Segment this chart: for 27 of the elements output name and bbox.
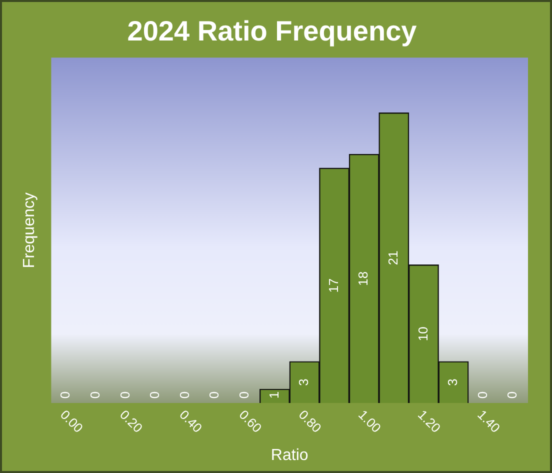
x-tick-label: 0.60 xyxy=(236,407,265,436)
x-axis-title: Ratio xyxy=(270,446,308,464)
data-label: 0 xyxy=(87,391,102,399)
x-tick-label: 0.20 xyxy=(117,407,146,436)
data-label: 0 xyxy=(206,391,222,399)
data-label: 0 xyxy=(236,391,252,399)
x-tick-label: 1.00 xyxy=(355,407,384,436)
data-label: 0 xyxy=(58,391,73,399)
data-label: 3 xyxy=(296,378,312,386)
data-label: 0 xyxy=(176,391,192,399)
data-label: 17 xyxy=(326,278,341,293)
y-axis-title: Frequency xyxy=(21,192,38,268)
data-label: 0 xyxy=(117,391,132,399)
data-label: 21 xyxy=(385,250,400,266)
data-label: 10 xyxy=(415,326,430,342)
data-label: 0 xyxy=(504,391,520,399)
data-label: 0 xyxy=(474,391,490,399)
data-label: 0 xyxy=(147,391,162,399)
x-tick-label: 0.40 xyxy=(176,407,206,436)
chart-title: 2024 Ratio Frequency xyxy=(127,16,418,47)
x-tick-label: 1.20 xyxy=(415,407,444,436)
x-tick-label: 0.80 xyxy=(296,407,324,436)
data-label: 3 xyxy=(445,378,460,386)
x-tick-label: 1.40 xyxy=(474,407,504,436)
x-tick-label: 0.00 xyxy=(57,407,86,436)
data-label: 18 xyxy=(356,271,371,286)
data-label: 1 xyxy=(266,391,282,399)
